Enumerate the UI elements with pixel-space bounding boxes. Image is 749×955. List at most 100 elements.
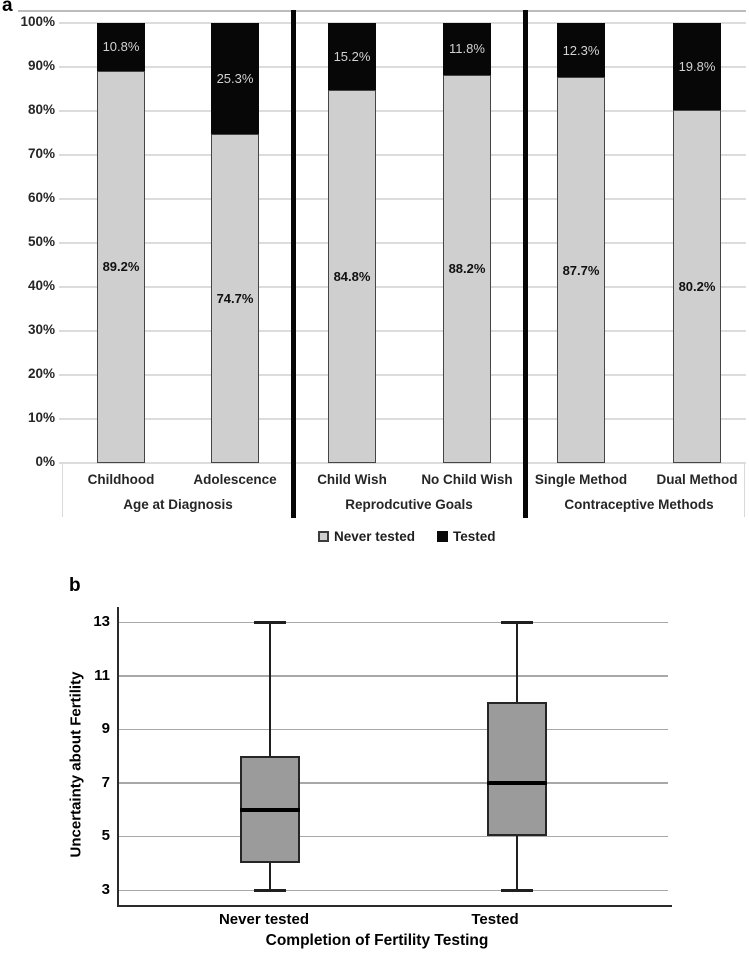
never-tested-segment: 80.2% xyxy=(673,110,721,463)
never-tested-segment: 89.2% xyxy=(97,70,145,463)
group-divider-2 xyxy=(523,10,528,518)
never-tested-value-label: 84.8% xyxy=(333,268,371,284)
gridline xyxy=(59,374,746,376)
x-axis-title: Completion of Fertility Testing xyxy=(265,932,489,949)
x-category-never-tested: Never tested xyxy=(218,911,310,928)
panel-b-label: b xyxy=(69,575,81,596)
y-axis-tick-label: 90% xyxy=(27,58,55,73)
group-label-reproductive-goals: Reprodcutive Goals xyxy=(345,497,473,512)
y-axis-tick-label: 80% xyxy=(27,102,55,117)
y-axis-tick-label: 50% xyxy=(27,234,55,249)
gridline xyxy=(119,675,668,677)
y-axis-tick-label: 10% xyxy=(27,410,55,425)
y-axis-tick-label: 20% xyxy=(27,366,55,381)
x-category-adolescence: Adolescence xyxy=(193,472,277,487)
gridline xyxy=(119,621,668,623)
tested-segment: 25.3% xyxy=(211,23,259,135)
never-tested-value-label: 74.7% xyxy=(216,291,254,307)
upper-whisker xyxy=(516,622,518,703)
bar-single-method: 12.3% 87.7% xyxy=(557,23,605,463)
tested-value-label: 15.2% xyxy=(333,48,371,64)
y-axis-tick-label: 9 xyxy=(101,720,110,738)
y-axis-tick-label: 40% xyxy=(27,278,55,293)
y-axis-line xyxy=(117,607,119,907)
x-category-dual-method: Dual Method xyxy=(656,472,738,487)
lower-whisker-cap xyxy=(254,888,286,892)
gridline xyxy=(59,242,746,244)
iqr-box xyxy=(487,702,547,837)
never-tested-value-label: 88.2% xyxy=(448,261,486,277)
group-divider-1 xyxy=(291,10,296,518)
lower-whisker xyxy=(269,863,271,890)
bar-dual-method: 19.8% 80.2% xyxy=(673,23,721,463)
lower-whisker xyxy=(516,836,518,890)
gridline xyxy=(59,66,746,68)
never-tested-swatch-icon xyxy=(318,531,329,542)
never-tested-segment: 74.7% xyxy=(211,134,259,463)
gridline xyxy=(59,198,746,200)
tested-segment: 10.8% xyxy=(97,23,145,71)
bar-childhood: 10.8% 89.2% xyxy=(97,23,145,463)
group-label-age-at-diagnosis: Age at Diagnosis xyxy=(123,497,233,512)
tested-value-label: 10.8% xyxy=(102,39,140,55)
never-tested-segment: 87.7% xyxy=(557,77,605,463)
legend-label-never-tested: Never tested xyxy=(334,529,416,544)
gridline xyxy=(119,782,668,784)
x-axis-line xyxy=(117,905,672,907)
axis-band-edge-left xyxy=(62,464,63,517)
gridline xyxy=(119,889,668,891)
bar-adolescence: 25.3% 74.7% xyxy=(211,23,259,463)
x-category-tested: Tested xyxy=(471,911,519,928)
upper-whisker xyxy=(269,622,271,756)
x-category-child-wish: Child Wish xyxy=(317,472,387,487)
tested-segment: 19.8% xyxy=(673,23,721,111)
y-axis-tick-label: 11 xyxy=(94,666,110,684)
legend: Never tested Tested xyxy=(318,529,496,544)
gridline xyxy=(59,462,746,464)
y-axis-tick-label: 3 xyxy=(101,881,110,898)
x-category-childhood: Childhood xyxy=(87,472,155,487)
group-label-contraceptive-methods: Contraceptive Methods xyxy=(564,497,714,512)
tested-segment: 12.3% xyxy=(557,23,605,78)
y-axis-tick-label: 5 xyxy=(101,827,110,845)
plot-area-top-border xyxy=(18,10,746,12)
tested-segment: 15.2% xyxy=(328,23,376,90)
gridline xyxy=(59,154,746,156)
tested-value-label: 11.8% xyxy=(449,41,485,57)
gridline xyxy=(59,22,746,24)
never-tested-segment: 88.2% xyxy=(443,74,491,463)
axis-band-edge-right xyxy=(744,464,745,517)
bar-child-wish: 15.2% 84.8% xyxy=(328,23,376,463)
y-axis-tick-label: 0% xyxy=(35,454,55,469)
y-axis-tick-label: 13 xyxy=(93,613,110,630)
median-line xyxy=(487,780,547,785)
gridline xyxy=(59,110,746,112)
legend-item-never-tested: Never tested xyxy=(318,529,415,544)
bar-no-child-wish: 11.8% 88.2% xyxy=(443,23,491,463)
never-tested-segment: 84.8% xyxy=(328,89,376,463)
gridline xyxy=(119,728,668,731)
y-axis-tick-label: 7 xyxy=(101,773,110,791)
tested-value-label: 25.3% xyxy=(216,71,254,87)
y-axis-tick-label: 70% xyxy=(27,146,55,161)
gridline xyxy=(59,286,746,288)
never-tested-value-label: 89.2% xyxy=(102,259,140,275)
tested-value-label: 12.3% xyxy=(562,42,600,58)
legend-item-tested: Tested xyxy=(437,529,496,544)
lower-whisker-cap xyxy=(501,888,533,892)
panel-a-label: a xyxy=(2,0,13,16)
never-tested-value-label: 87.7% xyxy=(562,262,600,278)
legend-label-tested: Tested xyxy=(453,529,496,544)
never-tested-value-label: 80.2% xyxy=(678,279,716,295)
y-axis-tick-label: 60% xyxy=(27,190,55,205)
gridline xyxy=(119,835,668,838)
y-axis-tick-label: 30% xyxy=(27,322,55,337)
tested-value-label: 19.8% xyxy=(678,59,716,75)
tested-swatch-icon xyxy=(437,531,449,542)
median-line xyxy=(240,807,300,812)
gridline xyxy=(59,418,746,420)
y-axis-tick-label: 100% xyxy=(20,14,55,29)
gridline xyxy=(59,330,746,332)
x-category-single-method: Single Method xyxy=(534,472,628,487)
